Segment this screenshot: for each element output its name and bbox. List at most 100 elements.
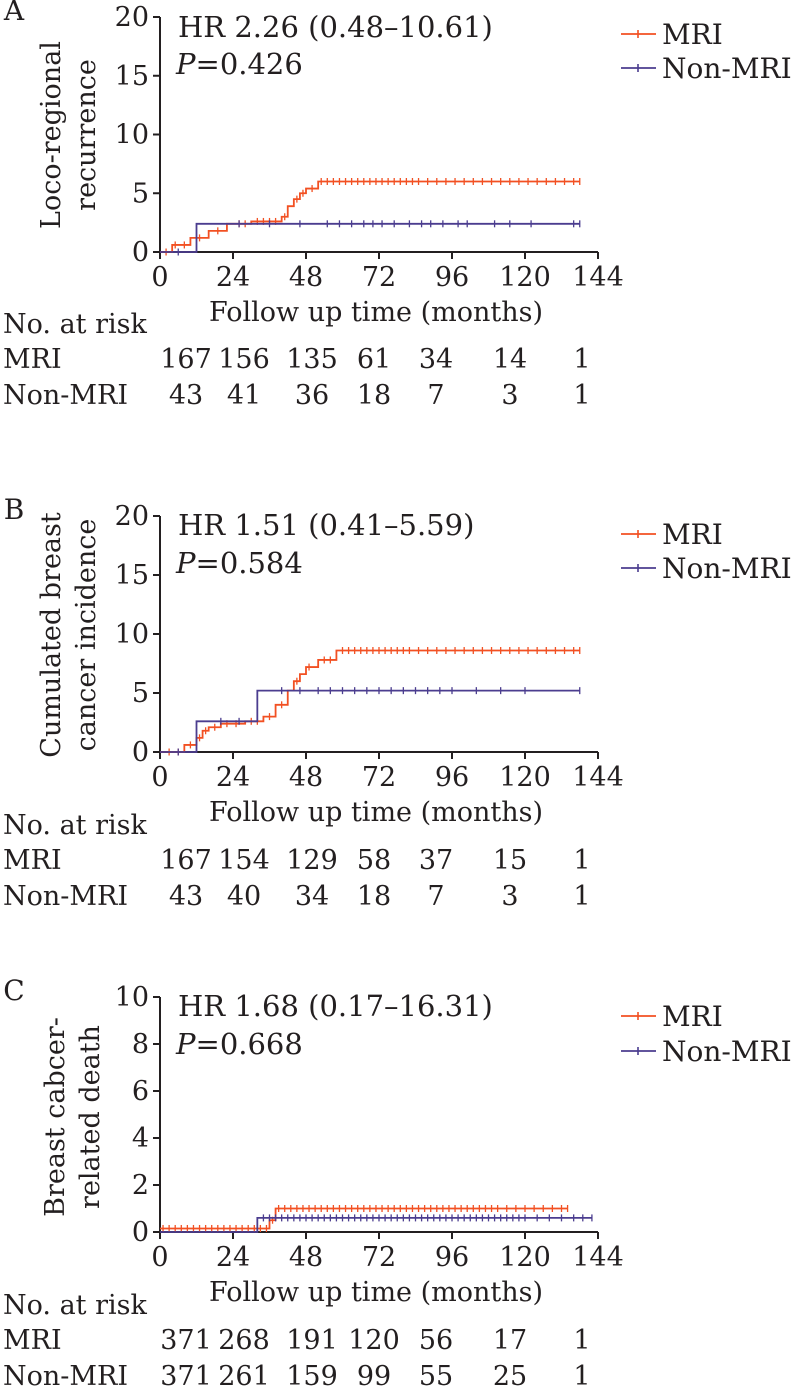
- risk-table: No. at risk MRI 371 268 191 120 56 17 1 Non-MRI 37…: [3, 1290, 591, 1392]
- legend-item-mri: MRI: [621, 518, 723, 551]
- risk-cell: 34: [419, 344, 453, 375]
- x-tick-label: 72: [362, 762, 396, 793]
- x-tick-label: 72: [362, 1242, 396, 1273]
- y-tick-label: 0: [132, 1217, 149, 1248]
- p-symbol: P: [175, 47, 196, 81]
- y-tick-label: 10: [115, 120, 149, 151]
- x-tick-label: 0: [151, 1242, 168, 1273]
- x-tick-label: 72: [362, 262, 396, 293]
- x-tick-label: 24: [216, 762, 250, 793]
- risk-cell: 7: [427, 380, 444, 411]
- risk-row-label: MRI: [3, 845, 62, 876]
- p-symbol: P: [175, 546, 196, 580]
- p-value-text: P=0.426: [175, 47, 303, 81]
- risk-row-label: Non-MRI: [3, 881, 128, 912]
- risk-cell: 43: [169, 881, 203, 912]
- legend-label: Non-MRI: [662, 1035, 792, 1068]
- x-axis-label: Follow up time (months): [209, 297, 543, 328]
- risk-cell: 17: [493, 1325, 527, 1356]
- risk-cell: 18: [357, 380, 391, 411]
- x-tick-label: 144: [572, 262, 624, 293]
- x-tick-label: 48: [289, 1242, 323, 1273]
- series-non-mri: [160, 220, 581, 256]
- x-tick-label: 144: [572, 762, 624, 793]
- risk-cell: 371: [160, 1325, 212, 1356]
- y-axis-label: related death: [75, 1025, 106, 1209]
- y-tick-label: 0: [132, 237, 149, 268]
- risk-cell: 34: [295, 881, 329, 912]
- risk-table-title: No. at risk: [3, 309, 147, 340]
- y-tick-label: 10: [115, 982, 149, 1013]
- y-tick-label: 4: [132, 1123, 149, 1154]
- hazard-ratio-text: HR 1.68 (0.17–16.31): [178, 989, 493, 1023]
- km-curve-mri: [160, 649, 580, 753]
- p-value: =0.668: [196, 1027, 303, 1061]
- y-tick-label: 15: [115, 560, 149, 591]
- hazard-ratio-text: HR 1.51 (0.41–5.59): [178, 508, 474, 542]
- risk-cell: 167: [160, 845, 212, 876]
- y-tick-label: 10: [115, 619, 149, 650]
- x-tick-label: 120: [499, 262, 551, 293]
- risk-cell: 7: [427, 881, 444, 912]
- series-mri: [160, 1205, 569, 1232]
- risk-table-title: No. at risk: [3, 1290, 147, 1321]
- p-value: =0.584: [196, 546, 303, 580]
- y-tick-label: 6: [132, 1076, 149, 1107]
- risk-cell: 99: [357, 1361, 391, 1392]
- risk-cell: 3: [501, 881, 518, 912]
- risk-cell: 3: [501, 380, 518, 411]
- p-value: =0.426: [196, 47, 303, 81]
- y-tick-label: 0: [132, 737, 149, 768]
- x-tick-label: 24: [216, 1242, 250, 1273]
- legend-label: MRI: [662, 1000, 723, 1033]
- risk-row-label: MRI: [3, 1325, 62, 1356]
- risk-cell: 1: [573, 881, 590, 912]
- legend-item-mri: MRI: [621, 1000, 723, 1033]
- x-tick-label: 0: [151, 262, 168, 293]
- risk-cell: 191: [286, 1325, 338, 1356]
- legend-item-non-mri: Non-MRI: [621, 552, 792, 585]
- panel-label: B: [4, 493, 25, 526]
- risk-row-label: Non-MRI: [3, 380, 128, 411]
- x-axis-label: Follow up time (months): [209, 1277, 543, 1308]
- x-tick-label: 0: [151, 762, 168, 793]
- risk-cell: 167: [160, 344, 212, 375]
- p-value-text: P=0.584: [175, 546, 303, 580]
- x-tick-label: 48: [289, 262, 323, 293]
- y-tick-label: 15: [115, 61, 149, 92]
- risk-cell: 25: [493, 1361, 527, 1392]
- risk-cell: 37: [419, 845, 453, 876]
- series-non-mri: [160, 687, 581, 756]
- x-tick-label: 120: [499, 1242, 551, 1273]
- risk-cell: 43: [169, 380, 203, 411]
- risk-cell: 56: [419, 1325, 453, 1356]
- x-axis-label: Follow up time (months): [209, 797, 543, 828]
- km-curve-non-mri: [160, 689, 580, 753]
- y-axis-label: cancer incidence: [71, 519, 102, 752]
- risk-cell: 41: [227, 380, 261, 411]
- panel-b: B 0 5 10 15 20 0 24 48 72 96 120 144 Follow up time (…: [3, 493, 792, 912]
- risk-cell: 36: [295, 380, 329, 411]
- y-axis-label: Breast cabcer-: [40, 1017, 71, 1217]
- risk-cell: 135: [286, 344, 338, 375]
- risk-cell: 154: [218, 845, 270, 876]
- risk-cell: 58: [357, 845, 391, 876]
- risk-cell: 1: [573, 845, 590, 876]
- p-value-text: P=0.668: [175, 1027, 303, 1061]
- series-non-mri: [160, 1214, 593, 1233]
- risk-cell: 1: [573, 1361, 590, 1392]
- y-tick-label: 8: [132, 1029, 149, 1060]
- x-tick-label: 48: [289, 762, 323, 793]
- x-tick-label: 120: [499, 762, 551, 793]
- risk-cell: 40: [227, 881, 261, 912]
- risk-cell: 159: [286, 1361, 338, 1392]
- risk-cell: 156: [218, 344, 270, 375]
- x-tick-label: 24: [216, 262, 250, 293]
- km-curve-non-mri: [160, 222, 580, 253]
- y-tick-label: 5: [132, 678, 149, 709]
- series-mri: [160, 178, 581, 256]
- x-tick-label: 96: [435, 762, 469, 793]
